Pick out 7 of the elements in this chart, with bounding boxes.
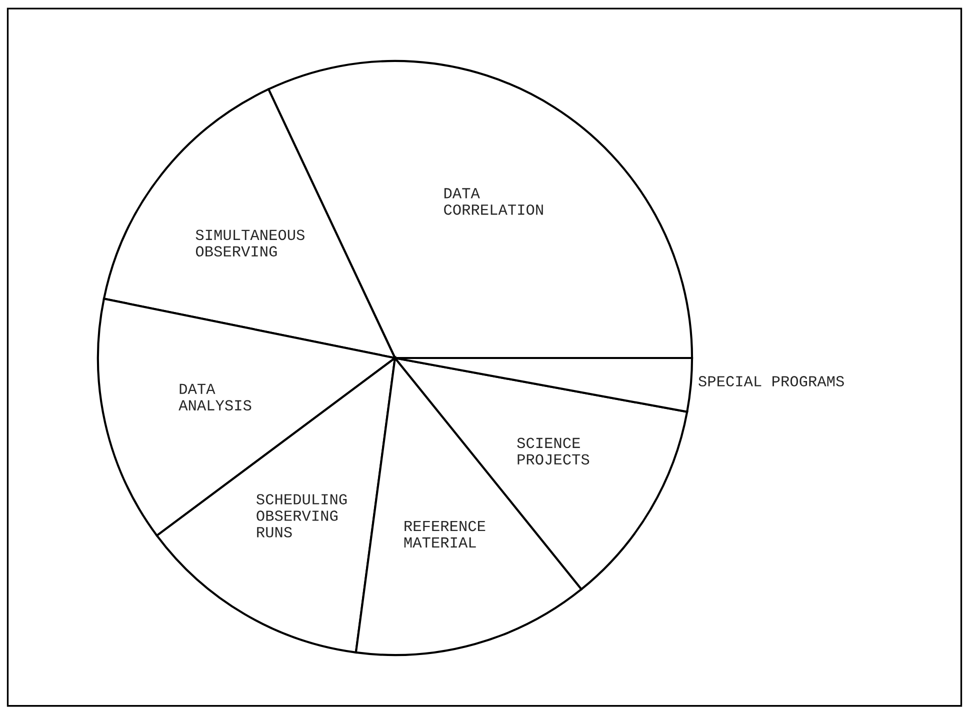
slice-label: SPECIAL PROGRAMS <box>698 376 844 386</box>
slice-label: DATA ANALYSIS <box>178 384 252 410</box>
slice-label: REFERENCE MATERIAL <box>404 520 486 548</box>
slice-label: DATA CORRELATION <box>444 188 543 215</box>
slice-label: SCHEDULING OBSERVING RUNS <box>256 494 347 538</box>
slice-label: SIMULTANEOUS OBSERVING <box>196 230 304 257</box>
slice-label: SCIENCE PROJECTS <box>517 438 590 465</box>
